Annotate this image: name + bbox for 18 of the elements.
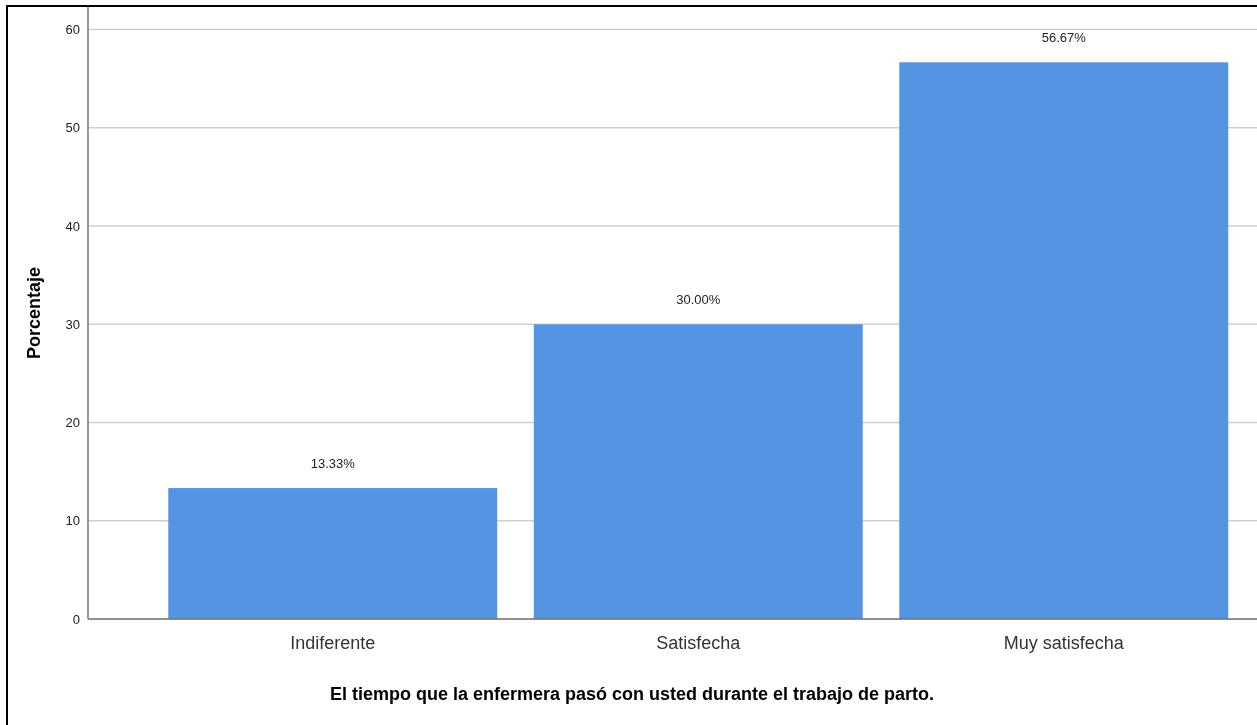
x-axis-title: El tiempo que la enfermera pasó con usted durante el trabajo de parto.: [329, 684, 935, 704]
bar: [899, 62, 1229, 619]
y-tick-label: 20: [65, 415, 80, 431]
x-tick-label: Indiferente: [290, 633, 376, 653]
x-tick-label: Muy satisfecha: [1003, 633, 1125, 653]
bar: [168, 488, 498, 619]
y-tick-label: 50: [65, 120, 80, 136]
x-tick-label: Satisfecha: [656, 633, 742, 653]
y-tick-label: 60: [65, 22, 80, 38]
data-label: 30.00%: [676, 292, 721, 308]
y-tick-label: 10: [65, 513, 80, 529]
y-tick-label: 30: [65, 316, 80, 332]
y-tick-label: 40: [65, 218, 80, 234]
y-tick-label: 0: [72, 611, 80, 627]
bar: [533, 324, 863, 619]
y-axis-title: Porcentaje: [24, 266, 44, 360]
data-label: 56.67%: [1041, 30, 1087, 46]
data-label: 13.33%: [310, 456, 356, 472]
